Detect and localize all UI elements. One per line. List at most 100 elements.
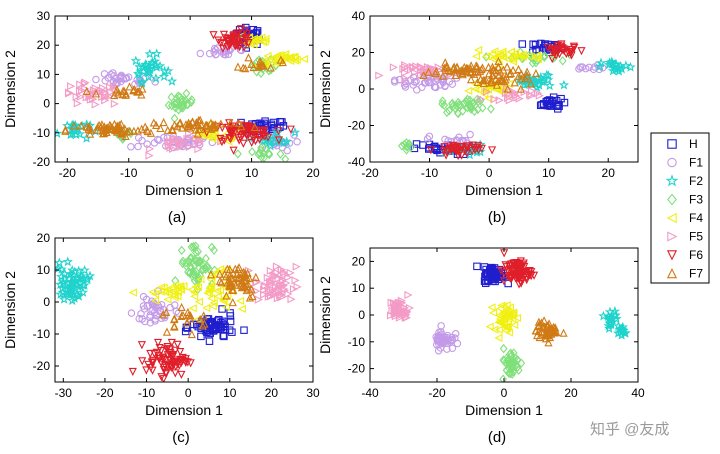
point-f4 — [168, 287, 177, 296]
point-f5 — [495, 96, 504, 105]
point-f7 — [188, 117, 197, 126]
y-tick-label: 0 — [43, 295, 50, 309]
point-f2 — [257, 136, 268, 146]
point-f7 — [517, 69, 526, 78]
point-f7 — [559, 328, 568, 337]
point-f7 — [221, 272, 231, 281]
point-f7 — [168, 125, 177, 135]
point-f6 — [214, 36, 223, 45]
point-f4 — [502, 301, 511, 310]
point-f4 — [510, 49, 520, 58]
point-f7 — [184, 121, 193, 130]
legend-marker-f2-icon — [665, 174, 679, 187]
point-f6 — [159, 363, 169, 372]
point-f4 — [207, 281, 216, 290]
point-f6 — [173, 340, 182, 349]
point-f4 — [471, 85, 480, 94]
point-f6 — [286, 125, 295, 134]
point-f5 — [195, 139, 204, 148]
point-f4 — [212, 286, 222, 296]
point-f4 — [215, 286, 225, 295]
point-h — [504, 279, 512, 288]
point-f7 — [242, 286, 251, 295]
point-f6 — [142, 366, 151, 375]
point-f6 — [178, 353, 187, 363]
point-f1 — [137, 310, 145, 318]
x-tick-label: 10 — [223, 386, 237, 400]
point-f7 — [202, 120, 211, 129]
point-f7 — [452, 62, 462, 71]
point-f7 — [537, 327, 546, 336]
point-f5 — [409, 63, 418, 73]
point-f1 — [293, 138, 301, 146]
point-h — [240, 326, 248, 334]
point-f6 — [153, 338, 163, 348]
point-f1 — [448, 344, 457, 353]
point-f2 — [625, 61, 636, 72]
point-f4 — [279, 52, 288, 61]
point-f7 — [503, 84, 512, 93]
point-f6 — [554, 46, 563, 56]
point-f6 — [247, 138, 256, 148]
point-f4 — [464, 86, 473, 95]
point-f6 — [219, 30, 229, 39]
point-f7 — [216, 119, 225, 128]
point-f5 — [76, 80, 85, 89]
point-f4 — [292, 55, 301, 64]
point-f4 — [204, 286, 213, 296]
point-h — [197, 332, 205, 341]
point-f7 — [85, 129, 95, 138]
point-f7 — [187, 329, 196, 339]
point-f7 — [186, 311, 195, 320]
point-f3 — [248, 147, 257, 157]
point-f4 — [172, 282, 182, 292]
point-f2 — [159, 65, 170, 76]
legend-item-f3: F3 — [667, 193, 703, 207]
point-f2 — [620, 60, 632, 71]
point-f3 — [453, 108, 462, 118]
x-tick-label: -20 — [361, 166, 379, 180]
point-f7 — [198, 321, 207, 330]
point-f6 — [557, 40, 566, 49]
point-f4 — [237, 304, 246, 313]
legend-label: F3 — [689, 193, 703, 207]
point-f2 — [71, 289, 82, 300]
x-tick-label: 0 — [486, 166, 493, 180]
point-f5 — [477, 95, 486, 104]
point-f2 — [64, 283, 76, 294]
point-f7 — [240, 282, 249, 291]
point-f3 — [177, 245, 186, 256]
point-f3 — [187, 95, 196, 105]
point-f7 — [152, 120, 161, 129]
point-f5 — [259, 290, 269, 299]
point-f6 — [176, 348, 185, 357]
point-f5 — [527, 86, 537, 96]
point-f7 — [523, 71, 532, 80]
point-f3 — [443, 107, 451, 118]
point-f7 — [240, 269, 250, 278]
point-f7 — [158, 310, 168, 319]
point-f1 — [395, 75, 404, 84]
scatter-panel-1: -20 -10 0 10 20 -20 -10 0 10 20 30 Dimension 1 Dimen… — [2, 9, 320, 226]
point-f5 — [194, 145, 203, 154]
point-f7 — [544, 338, 553, 347]
point-f7 — [91, 89, 101, 98]
x-tick-label: -20 — [96, 386, 114, 400]
point-f7 — [243, 279, 253, 288]
point-f5 — [387, 298, 396, 307]
point-f1 — [409, 73, 418, 81]
point-f7 — [138, 84, 147, 93]
point-f4 — [484, 94, 493, 103]
x-tick-label: -20 — [428, 386, 446, 400]
point-f1 — [420, 79, 429, 87]
point-f4 — [533, 55, 542, 64]
point-f6 — [242, 131, 251, 140]
point-f4 — [488, 49, 497, 59]
legend-label: F1 — [689, 156, 703, 170]
point-f6 — [520, 267, 529, 276]
point-f3 — [458, 106, 467, 116]
point-f5 — [272, 262, 282, 271]
point-f2 — [606, 56, 617, 67]
y-tick-label: -20 — [33, 155, 51, 169]
